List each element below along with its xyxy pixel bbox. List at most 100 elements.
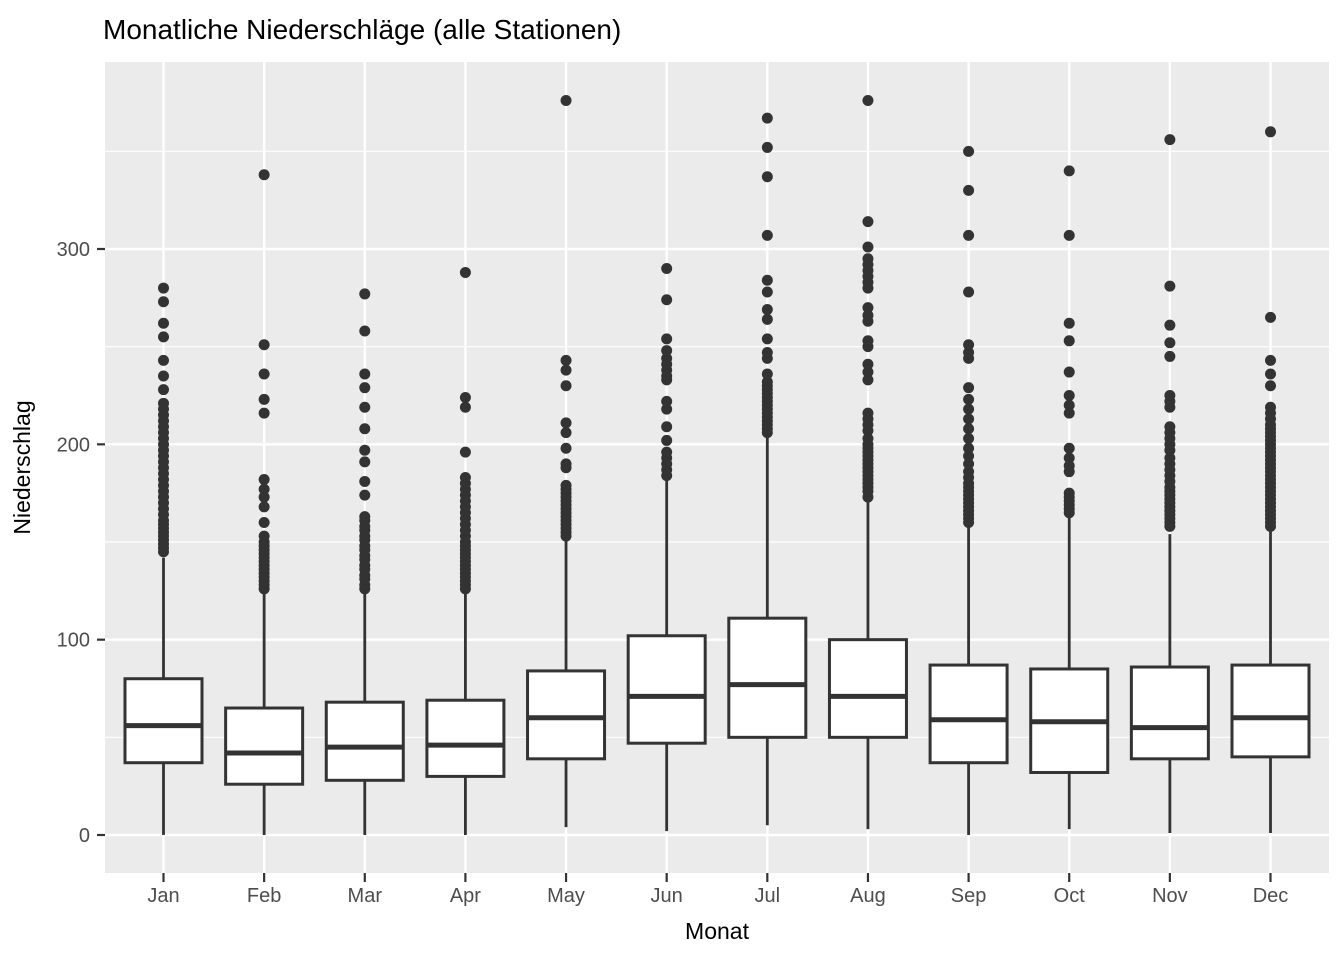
outlier-point [1063, 317, 1075, 329]
iqr-box [324, 700, 405, 782]
outlier-point [1164, 134, 1176, 146]
outlier-point [862, 241, 874, 253]
boxplot-oct [1029, 165, 1110, 830]
outlier-point [1265, 380, 1276, 392]
y-axis-title: Niederschlag [9, 400, 35, 534]
outlier-point [359, 423, 371, 435]
outlier-point [258, 393, 270, 405]
outlier-point [359, 382, 371, 394]
outlier-point [560, 417, 572, 429]
outlier-point [761, 274, 773, 286]
outlier-point [963, 466, 975, 478]
y-tick-label: 0 [79, 825, 90, 847]
outlier-point [761, 347, 773, 359]
outlier-point [761, 304, 773, 316]
boxplot-aug [827, 95, 908, 830]
iqr-box [928, 663, 1009, 765]
outlier-point [761, 286, 773, 298]
outlier-point [963, 393, 975, 405]
outlier-point [359, 325, 371, 337]
outlier-point [1063, 229, 1075, 241]
outlier-point [459, 266, 471, 278]
outlier-point [1164, 280, 1176, 292]
outlier-point [1265, 354, 1276, 366]
outlier-point [661, 294, 673, 306]
x-tick-label: Feb [247, 885, 281, 907]
boxplot-mar [324, 288, 405, 835]
outlier-point [359, 401, 371, 413]
outlier-point [862, 216, 874, 228]
outlier-point [258, 169, 270, 181]
iqr-box [526, 669, 607, 761]
boxplot-apr [425, 266, 506, 835]
iqr-box [425, 698, 506, 778]
y-tick-label: 100 [57, 630, 90, 652]
boxplot-nov [1129, 134, 1210, 834]
outlier-point [359, 511, 371, 523]
chart-title: Monatliche Niederschläge (alle Stationen… [103, 14, 621, 45]
outlier-point [560, 442, 572, 454]
y-tick-label: 300 [57, 239, 90, 261]
outlier-point [258, 368, 270, 380]
outlier-point [963, 450, 975, 462]
outlier-point [258, 473, 270, 485]
boxplot-sep [928, 145, 1009, 835]
x-axis-title: Monat [685, 918, 750, 944]
outlier-point [661, 263, 673, 275]
outlier-point [1063, 460, 1075, 472]
outlier-point [963, 286, 975, 298]
outlier-point [761, 112, 773, 124]
outlier-point [158, 331, 169, 343]
outlier-point [862, 358, 874, 370]
outlier-point [963, 347, 975, 359]
outlier-point [158, 397, 169, 409]
outlier-point [560, 458, 572, 470]
outlier-point [963, 458, 975, 470]
outlier-point [661, 434, 673, 446]
outlier-point [761, 333, 773, 345]
outlier-point [661, 395, 673, 407]
outlier-point [761, 376, 773, 388]
outlier-point [661, 345, 673, 357]
outlier-point [963, 442, 975, 454]
outlier-point [1164, 390, 1176, 401]
outlier-point [1164, 421, 1176, 433]
outlier-point [158, 354, 169, 366]
boxplot-jun [626, 263, 707, 832]
outlier-point [862, 302, 874, 314]
outlier-point [560, 95, 572, 107]
outlier-point [1164, 452, 1176, 464]
outlier-point [761, 171, 773, 183]
x-tick-label: Apr [450, 885, 481, 907]
x-tick-label: Dec [1253, 885, 1289, 907]
iqr-box [224, 706, 305, 786]
boxplot-may [526, 95, 607, 828]
outlier-point [560, 479, 572, 491]
x-tick-label: Jul [755, 885, 781, 907]
outlier-point [258, 491, 270, 503]
outlier-point [1265, 126, 1276, 138]
x-tick-label: Jun [651, 885, 683, 907]
outlier-point [359, 444, 371, 456]
boxplot-dec [1230, 126, 1311, 834]
outlier-point [359, 489, 371, 501]
outlier-point [359, 368, 371, 380]
outlier-point [459, 446, 471, 458]
outlier-point [862, 366, 874, 378]
outlier-point [158, 282, 169, 294]
outlier-point [1063, 452, 1075, 464]
outlier-point [761, 229, 773, 241]
outlier-point [258, 483, 270, 495]
outlier-point [963, 413, 975, 425]
boxplot-jul [727, 112, 808, 826]
outlier-point [258, 501, 270, 513]
outlier-point [862, 432, 874, 444]
outlier-point [1063, 390, 1075, 401]
outlier-point [560, 354, 572, 366]
outlier-point [661, 421, 673, 433]
outlier-point [1164, 337, 1176, 349]
outlier-point [963, 382, 975, 394]
outlier-point [761, 141, 773, 153]
outlier-point [661, 352, 673, 364]
outlier-point [1063, 487, 1075, 499]
